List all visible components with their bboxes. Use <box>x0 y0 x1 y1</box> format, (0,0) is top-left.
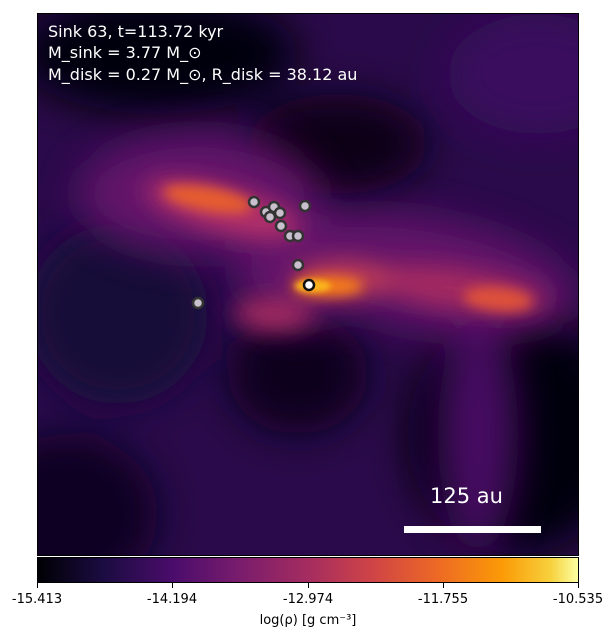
disk-properties: M_disk = 0.27 M_⊙, R_disk = 38.12 au <box>48 65 358 84</box>
sink-particles <box>191 195 316 310</box>
colorbar <box>37 557 579 583</box>
sink-particle <box>273 206 287 220</box>
sink-particle <box>191 296 205 310</box>
sink-particle <box>274 219 288 233</box>
scalebar <box>404 526 541 533</box>
density-map <box>38 14 578 555</box>
sink-particle-primary <box>302 278 316 292</box>
sink-particle <box>298 199 312 213</box>
colorbar-tick-label: -11.755 <box>417 592 469 607</box>
colorbar-tick <box>443 583 444 588</box>
sink-particle <box>291 229 305 243</box>
colorbar-label: log(ρ) [g cm⁻³] <box>259 613 357 628</box>
colorbar-tick <box>578 583 579 588</box>
colorbar-tick <box>308 583 309 588</box>
sink-particle <box>291 258 305 272</box>
colorbar-tick-label: -14.194 <box>146 592 198 607</box>
sink-particle <box>263 210 277 224</box>
sink-particle <box>247 195 261 209</box>
colorbar-tick <box>172 583 173 588</box>
colorbar-tick <box>37 583 38 588</box>
density-image-panel: Sink 63, t=113.72 kyr M_sink = 3.77 M_⊙ … <box>37 13 579 556</box>
sink-title: Sink 63, t=113.72 kyr <box>48 22 224 41</box>
colorbar-tick-label: -15.413 <box>11 592 63 607</box>
sink-mass: M_sink = 3.77 M_⊙ <box>48 43 202 62</box>
colorbar-tick-label: -10.535 <box>552 592 604 607</box>
scalebar-label: 125 au <box>430 484 503 508</box>
colorbar-tick-label: -12.974 <box>282 592 334 607</box>
